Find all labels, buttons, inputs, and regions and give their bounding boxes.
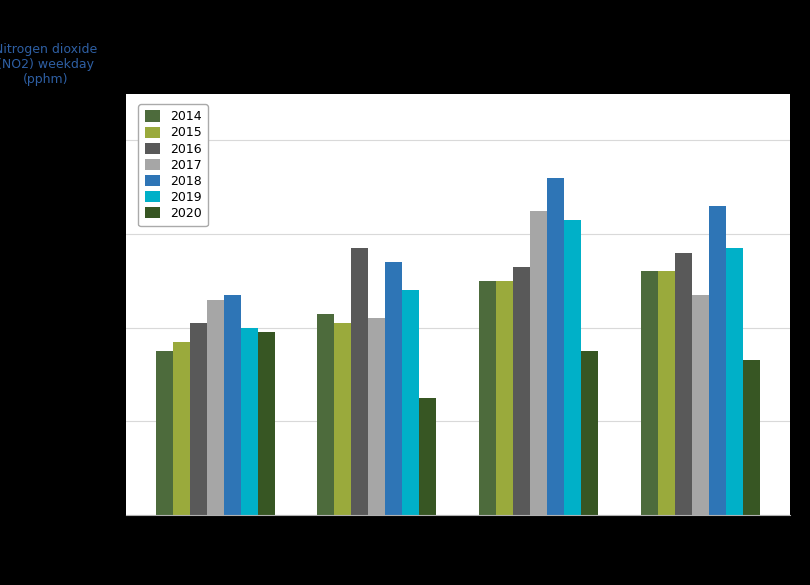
Bar: [530, 211, 547, 515]
Bar: [173, 342, 190, 515]
Bar: [709, 206, 726, 515]
Bar: [386, 262, 403, 515]
Bar: [496, 281, 513, 515]
Bar: [352, 248, 369, 515]
Bar: [564, 220, 581, 515]
Legend: 2014, 2015, 2016, 2017, 2018, 2019, 2020: 2014, 2015, 2016, 2017, 2018, 2019, 2020: [139, 104, 207, 226]
Bar: [692, 295, 709, 515]
Bar: [403, 290, 420, 515]
Bar: [190, 323, 207, 515]
Bar: [479, 281, 496, 515]
Bar: [207, 300, 224, 515]
Text: Nitrogen dioxide
(NO2) weekday
(pphm): Nitrogen dioxide (NO2) weekday (pphm): [0, 43, 97, 86]
Bar: [581, 351, 598, 515]
Title: Richmond (Sydney): Richmond (Sydney): [367, 68, 548, 87]
Bar: [513, 267, 530, 515]
Bar: [641, 271, 658, 515]
Bar: [241, 328, 258, 515]
Bar: [420, 398, 437, 515]
Bar: [318, 314, 335, 515]
Bar: [658, 271, 675, 515]
Bar: [335, 323, 352, 515]
Bar: [156, 351, 173, 515]
Bar: [369, 318, 386, 515]
Bar: [258, 332, 275, 515]
Bar: [675, 253, 692, 515]
Bar: [224, 295, 241, 515]
Bar: [743, 360, 760, 515]
Bar: [547, 178, 564, 515]
Bar: [726, 248, 743, 515]
